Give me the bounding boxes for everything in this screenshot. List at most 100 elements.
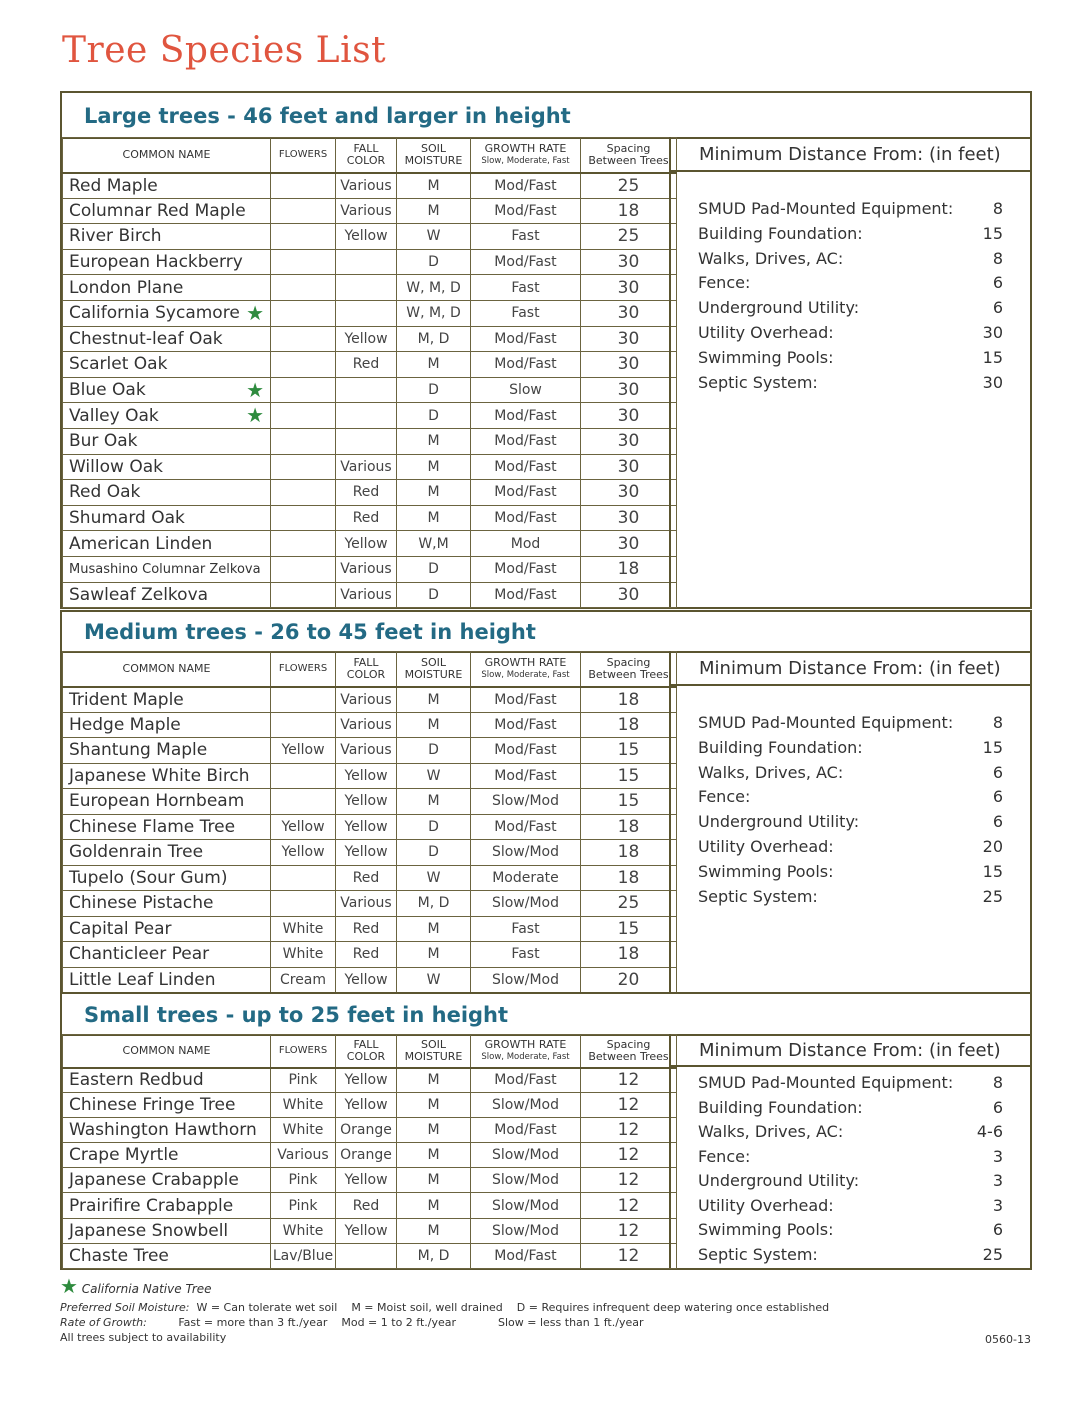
column-header-fall-color: FALL COLOR [335,137,397,174]
soil-moisture-cell: M [396,686,471,713]
fall-color-cell: Orange [335,1117,397,1144]
fall-color-cell [335,376,397,404]
column-header-fall-color: FALL COLOR [335,651,397,688]
growth-rate-cell: Mod/Fast [470,453,581,481]
distance-item: SMUD Pad-Mounted Equipment: 8 [698,713,1003,732]
spacing-text: 12 [617,1220,640,1241]
soil-key-m: M = Moist soil, well drained [351,1301,503,1314]
column-header-growth-rate: GROWTH RATE Slow, Moderate, Fast [470,137,581,174]
growth-rate-cell: Fast [470,274,581,301]
minimum-distance-heading: Minimum Distance From: (in feet) [671,651,1030,686]
spacing-text: 15 [617,791,640,812]
column-header-label: FLOWERS [278,662,328,674]
distance-label: Walks, Drives, AC: [698,1122,844,1141]
flowers-text: Yellow [281,742,325,759]
flowers-cell: Pink [270,1066,336,1094]
common-name-cell: Columnar Red Maple [62,197,271,225]
common-name-text: Chaste Tree [69,1245,169,1266]
spacing-cell: 12 [580,1142,677,1169]
spacing-text: 12 [617,1120,640,1141]
table-row: European Hornbeam Yellow M Slow/Mod 15 [62,788,677,815]
tree-section: Small trees - up to 25 feet in height COM… [60,992,1032,1270]
table-row: Willow Oak Various M Mod/Fast 30 [62,453,677,481]
spacing-cell: 20 [580,966,677,993]
growth-rate-cell: Slow/Mod [470,890,581,917]
common-name-cell: Valley Oak ★ [62,402,271,429]
table-row: Prairifire Crabapple Pink Red M Slow/Mod 12 [62,1192,677,1219]
section-heading: Small trees - up to 25 feet in height [62,994,1030,1036]
minimum-distance-panel: Minimum Distance From: (in feet) SMUD Pad… [669,1034,1030,1268]
common-name-text: American Linden [69,533,213,554]
spacing-text: 12 [617,1095,640,1116]
table-row: American Linden Yellow W,M Mod 30 [62,530,677,557]
spacing-text: 30 [617,252,640,273]
spacing-cell: 25 [580,223,677,250]
fall-color-text: Yellow [344,844,388,861]
fall-color-cell: Yellow [335,1092,397,1119]
column-header-label: GROWTH RATE [484,141,567,155]
minimum-distance-heading: Minimum Distance From: (in feet) [671,137,1030,172]
fall-color-cell: Yellow [335,325,397,353]
species-table: COMMON NAME FLOWERS FALL COLOR SOIL MOISTUR… [62,1034,677,1269]
tree-section: Large trees - 46 feet and larger in heig… [60,91,1032,610]
common-name-cell: Japanese Snowbell [62,1217,271,1244]
growth-rate-text: Fast [511,305,540,322]
column-header-name: COMMON NAME [62,651,271,688]
spacing-text: 12 [617,1245,640,1266]
species-table: COMMON NAME FLOWERS FALL COLOR SOIL MOISTUR… [62,651,677,993]
common-name-text: Blue Oak [69,380,146,401]
soil-moisture-cell: M [396,1192,471,1219]
flowers-cell: Yellow [270,839,336,866]
distance-item: Building Foundation: 15 [698,738,1003,757]
distance-label: SMUD Pad-Mounted Equipment: [698,1073,954,1092]
distance-item: Swimming Pools: 15 [698,862,1003,881]
soil-moisture-cell: D [396,737,471,764]
column-header-label: Spacing Between Trees [588,655,669,681]
column-header-sublabel: Slow, Moderate, Fast [481,155,570,166]
column-header-soil-moisture: SOIL MOISTURE [396,651,471,688]
common-name-text: Japanese Crabapple [69,1170,239,1191]
distance-value: 3 [992,1171,1003,1190]
common-name-text: European Hackberry [69,252,243,273]
common-name-text: Chinese Fringe Tree [69,1095,236,1116]
soil-moisture-text: M [427,458,440,475]
common-name-cell: Sawleaf Zelkova [62,581,271,609]
fall-color-text: Various [340,716,392,733]
soil-moisture-cell: W, M, D [396,299,471,327]
soil-moisture-text: M [427,1172,440,1189]
distance-item: Utility Overhead: 3 [698,1196,1003,1215]
common-name-cell: Goldenrain Tree [62,839,271,866]
spacing-text: 30 [617,508,640,529]
spacing-text: 30 [617,380,640,401]
distance-item: Septic System: 30 [698,373,1003,392]
distance-label: Utility Overhead: [698,323,834,342]
soil-moisture-text: M [427,691,440,708]
fall-color-text: Yellow [344,535,388,552]
common-name-cell: Capital Pear [62,915,271,942]
growth-rate-cell: Mod/Fast [470,555,581,583]
distance-label: Building Foundation: [698,1097,863,1117]
column-header-spacing: Spacing Between Trees [580,137,677,174]
common-name-text: Japanese Snowbell [69,1220,229,1241]
spacing-cell: 18 [580,839,677,866]
soil-moisture-cell: M [396,1092,471,1119]
table-row: Japanese White Birch Yellow W Mod/Fast 15 [62,762,677,789]
common-name-cell: Washington Hawthorn [62,1117,271,1144]
common-name-text: Columnar Red Maple [69,200,246,221]
spacing-text: 15 [617,765,640,786]
fall-color-cell: Various [335,890,397,917]
common-name-cell: Tupelo (Sour Gum) [62,864,271,891]
fall-color-cell: Various [335,581,397,609]
growth-rate-cell: Mod [470,530,581,557]
column-header-label: Spacing Between Trees [588,141,669,167]
flowers-cell [270,686,336,713]
growth-rate-cell: Slow/Mod [470,1192,581,1219]
fall-color-text: Orange [340,1122,392,1139]
common-name-cell: Japanese Crabapple [62,1167,271,1194]
column-header-flowers: FLOWERS [270,137,336,174]
distance-value: 25 [982,1244,1003,1264]
common-name-text: Scarlet Oak [69,354,168,375]
table-row: Bur Oak M Mod/Fast 30 [62,427,677,455]
soil-key-w: W = Can tolerate wet soil [196,1301,338,1314]
spacing-text: 30 [617,303,640,324]
